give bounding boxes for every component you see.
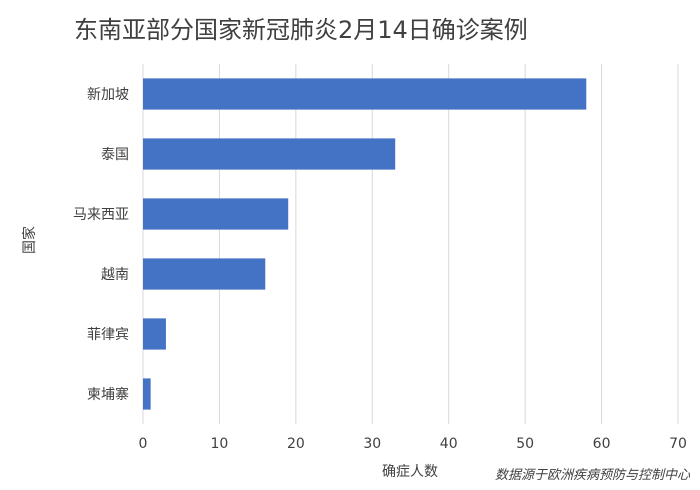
bar-1: [143, 138, 396, 170]
x-axis-label: 确症人数: [382, 464, 438, 480]
gridlines: [142, 64, 679, 424]
x-tick-label: 0: [139, 436, 148, 452]
source-note: 数据源于欧洲疾病预防与控制中心: [495, 468, 691, 483]
category-label: 新加坡: [87, 87, 129, 103]
bar-0: [143, 78, 587, 110]
x-tick-label: 70: [669, 436, 687, 452]
chart-title: 东南亚部分国家新冠肺炎2月14日确诊案例: [74, 16, 528, 44]
x-tick-label: 60: [593, 436, 611, 452]
category-label: 菲律宾: [87, 327, 129, 343]
bar-3: [143, 258, 266, 290]
bar-5: [143, 378, 151, 410]
bar-2: [143, 198, 289, 230]
x-tick-labels: 0 10 20 30 40 50 60 70: [139, 436, 687, 452]
x-tick-label: 30: [363, 436, 381, 452]
category-label: 泰国: [101, 147, 129, 163]
x-tick-label: 20: [287, 436, 305, 452]
category-label: 越南: [101, 267, 129, 283]
y-axis-label: 国家: [21, 226, 38, 254]
x-tick-label: 40: [440, 436, 458, 452]
x-tick-label: 10: [211, 436, 229, 452]
category-label: 马来西亚: [73, 207, 129, 223]
category-label: 柬埔寨: [87, 386, 129, 403]
bars: [143, 78, 587, 410]
bar-4: [143, 318, 166, 350]
x-tick-label: 50: [516, 436, 534, 452]
